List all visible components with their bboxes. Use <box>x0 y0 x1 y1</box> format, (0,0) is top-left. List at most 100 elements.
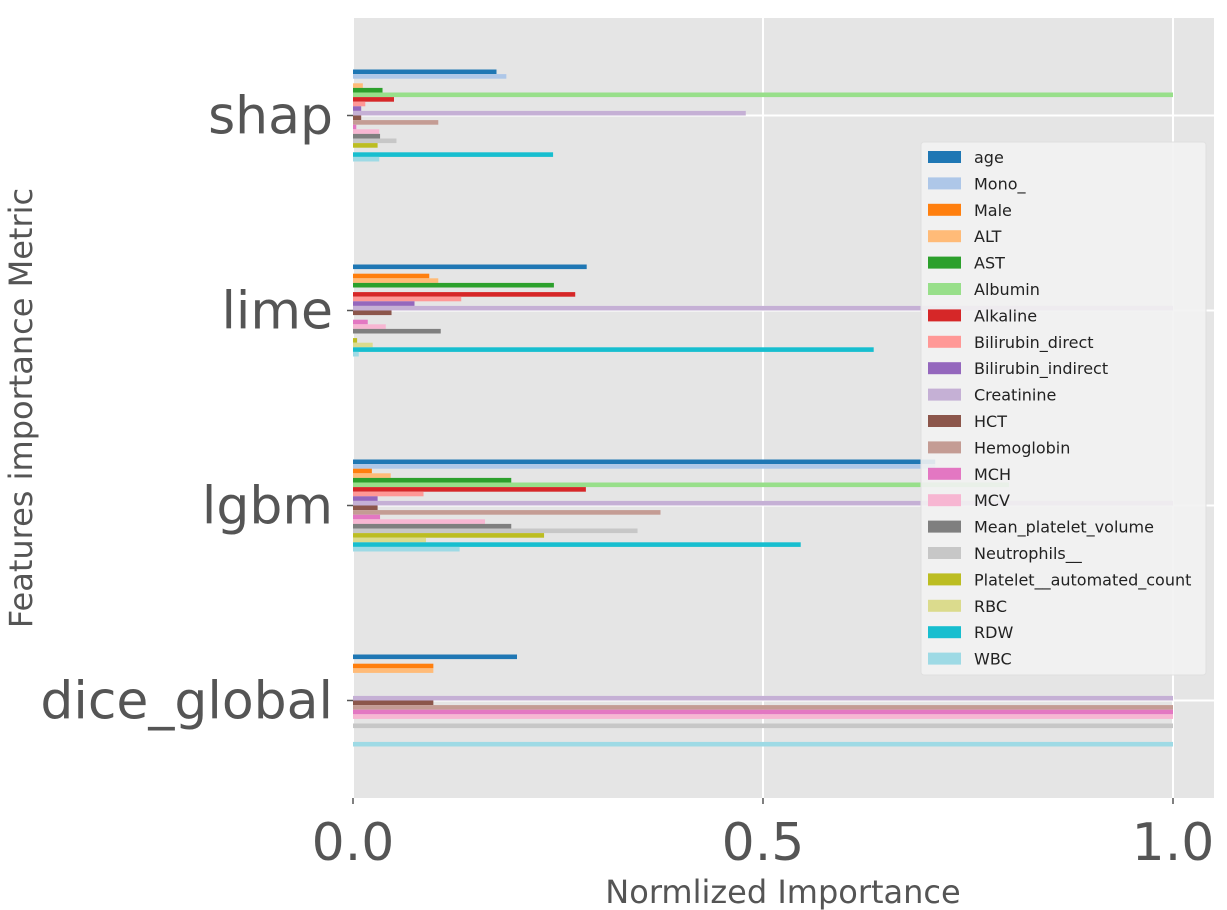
bar-lime-RDW <box>353 347 874 352</box>
bar-shap-Mono_ <box>353 74 507 79</box>
bar-shap-Bilirubin_indirect <box>353 106 362 111</box>
bar-lgbm-Male <box>353 468 372 474</box>
bar-lgbm-Mean_platelet_volume <box>353 523 512 529</box>
bar-lgbm-MCH <box>353 514 381 520</box>
x-tick-label: 1.0 <box>1132 813 1215 873</box>
bar-shap-HCT <box>353 115 362 121</box>
bar-lime-Creatinine <box>353 305 1173 311</box>
y-tick-label: dice_global <box>40 672 333 732</box>
x-tick-label: 0.5 <box>722 813 805 873</box>
bar-lgbm-WBC <box>353 546 460 552</box>
legend-entry: Albumin <box>974 280 1040 299</box>
bar-dice_global-ALT <box>353 668 434 673</box>
legend-entry: Bilirubin_indirect <box>974 359 1108 379</box>
bar-shap-RDW <box>353 152 554 157</box>
legend-entry: MCV <box>974 491 1010 510</box>
bar-lime-MCH <box>353 319 368 325</box>
legend-swatch <box>928 494 961 507</box>
legend-swatch <box>928 230 961 243</box>
bar-lgbm-Neutrophils__ <box>353 528 638 534</box>
y-tick-label: lgbm <box>202 477 333 537</box>
bar-lime-RBC <box>353 342 373 348</box>
bar-lgbm-RDW <box>353 542 801 547</box>
legend-swatch <box>928 441 961 454</box>
bar-shap-age <box>353 69 497 75</box>
bar-lgbm-Hemoglobin <box>353 510 661 515</box>
bar-lgbm-Mono_ <box>353 464 936 469</box>
x-axis-label: Normlized Importance <box>605 873 960 910</box>
legend-entry: MCH <box>974 465 1011 484</box>
bar-lgbm-Creatinine <box>353 500 1173 506</box>
legend-swatch <box>928 652 961 665</box>
bar-lime-ALT <box>353 278 439 283</box>
bar-lgbm-Alkaline <box>353 487 586 492</box>
legend-entry: ALT <box>974 227 1002 246</box>
legend-swatch <box>928 467 961 480</box>
x-tick-label: 0.0 <box>312 813 395 873</box>
bar-dice_global-age <box>353 654 517 660</box>
y-tick-label: lime <box>221 282 333 342</box>
legend-entry: Alkaline <box>974 306 1037 325</box>
legend-swatch <box>928 309 961 322</box>
bar-dice_global-Neutrophils__ <box>353 723 1173 729</box>
bar-lime-AST <box>353 282 554 288</box>
legend-entry: HCT <box>974 412 1007 431</box>
bar-lgbm-AST <box>353 477 512 483</box>
bar-dice_global-MCV <box>353 714 1173 719</box>
bar-shap-AST <box>353 87 383 93</box>
legend-entry: AST <box>974 254 1005 273</box>
bar-lgbm-RBC <box>353 537 426 543</box>
bar-dice_global-WBC <box>353 741 1173 747</box>
bar-lime-MCV <box>353 324 386 329</box>
bar-lime-Male <box>353 273 430 279</box>
legend-entry: Hemoglobin <box>974 438 1070 457</box>
bar-dice_global-Male <box>353 663 434 669</box>
bar-dice_global-Creatinine <box>353 695 1173 701</box>
legend-swatch <box>928 520 961 533</box>
bar-shap-Bilirubin_direct <box>353 101 366 107</box>
x-axis: 0.0 0.5 1.0 <box>312 798 1215 873</box>
legend-entry: Bilirubin_direct <box>974 333 1094 353</box>
legend-swatch <box>928 335 961 348</box>
bar-lime-HCT <box>353 310 392 316</box>
legend-swatch <box>928 362 961 375</box>
y-tick-label: shap <box>208 87 333 147</box>
bar-lime-Alkaline <box>353 292 576 297</box>
bar-dice_global-HCT <box>353 700 434 706</box>
bar-shap-Alkaline <box>353 97 394 102</box>
bar-lgbm-ALT <box>353 473 391 478</box>
bar-shap-Platelet__automated_count <box>353 143 378 148</box>
bar-shap-Creatinine <box>353 110 746 116</box>
legend-entry: Creatinine <box>974 386 1056 405</box>
bar-shap-Neutrophils__ <box>353 138 397 144</box>
bar-shap-Albumin <box>353 92 1173 98</box>
bar-lgbm-Bilirubin_indirect <box>353 496 378 501</box>
legend-swatch <box>928 256 961 269</box>
legend-swatch <box>928 203 961 216</box>
legend: age Mono_ Male ALT AST Albumin Alkaline Bilirub… <box>920 141 1207 676</box>
legend-swatch <box>928 151 961 163</box>
bar-shap-MCH <box>353 124 357 130</box>
bar-shap-Mean_platelet_volume <box>353 133 381 139</box>
bar-lgbm-MCV <box>353 519 486 524</box>
bar-shap-ALT <box>353 83 363 88</box>
legend-entry: RDW <box>974 623 1013 642</box>
bar-lime-age <box>353 264 587 270</box>
legend-swatch <box>928 626 961 639</box>
bar-lime-Mean_platelet_volume <box>353 328 441 334</box>
bar-lgbm-age <box>353 459 936 465</box>
bar-lgbm-Platelet__automated_count <box>353 533 545 538</box>
legend-entry: WBC <box>974 650 1012 669</box>
legend-swatch <box>928 415 961 427</box>
bar-lgbm-Albumin <box>353 482 1009 488</box>
legend-swatch <box>928 547 961 559</box>
legend-entry: Mono_ <box>974 174 1027 194</box>
bars <box>353 69 1173 747</box>
bar-lgbm-HCT <box>353 505 378 511</box>
legend-swatch <box>928 177 961 190</box>
legend-entry: Neutrophils__ <box>974 544 1083 564</box>
y-axis-label: Features importance Metric <box>2 188 40 628</box>
bar-shap-MCV <box>353 129 380 134</box>
bar-lime-Bilirubin_indirect <box>353 301 415 306</box>
